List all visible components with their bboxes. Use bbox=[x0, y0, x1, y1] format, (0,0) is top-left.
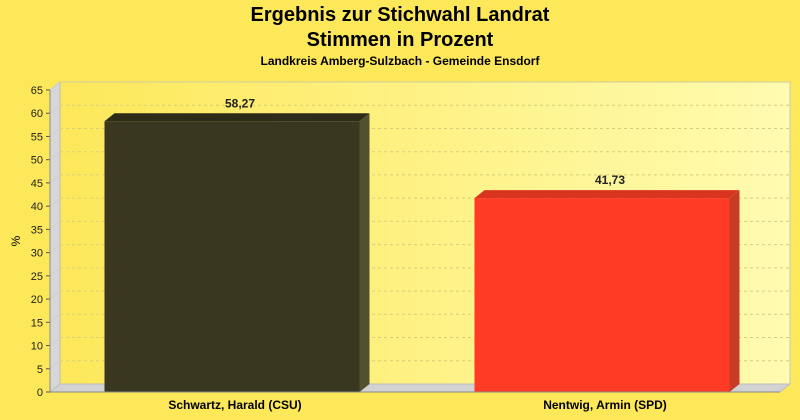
y-axis: 0 5 10 15 20 25 30 35 40 45 50 55 60 65% bbox=[9, 85, 51, 399]
y-tick-label: 15 bbox=[31, 317, 43, 329]
y-tick-label: 45 bbox=[31, 178, 43, 190]
gridline-side bbox=[49, 337, 61, 346]
y-tick-label: 50 bbox=[31, 155, 43, 167]
x-tick-label: Schwartz, Harald (CSU) bbox=[168, 398, 301, 412]
bar-side bbox=[359, 113, 370, 392]
x-tick-label: Nentwig, Armin (SPD) bbox=[543, 398, 667, 412]
bar-front bbox=[474, 198, 730, 392]
y-tick-label: 55 bbox=[31, 131, 43, 143]
plot-side-wall bbox=[49, 80, 61, 394]
y-tick-label: 10 bbox=[31, 341, 43, 353]
y-tick-label: 0 bbox=[37, 387, 43, 399]
y-tick-label: 60 bbox=[31, 108, 43, 120]
gridline-side bbox=[49, 267, 61, 277]
y-tick-label: 20 bbox=[31, 294, 43, 306]
gridline-side bbox=[49, 313, 61, 323]
gridline-side bbox=[49, 151, 61, 161]
y-tick-label: 40 bbox=[31, 201, 43, 213]
bar-value-label: 41,73 bbox=[595, 173, 625, 187]
y-tick-label: 30 bbox=[31, 248, 43, 260]
gridline-side bbox=[49, 220, 61, 230]
gridline-side bbox=[49, 81, 61, 91]
gridline-side bbox=[49, 360, 61, 370]
bar-front bbox=[104, 121, 360, 392]
y-tick-label: 35 bbox=[31, 224, 43, 236]
bars: 58,27 41,73 bbox=[104, 96, 740, 392]
gridline-side bbox=[49, 104, 61, 114]
chart-subtitle: Stimmen in Prozent bbox=[306, 29, 494, 51]
bar-top bbox=[474, 190, 740, 199]
y-axis-label: % bbox=[9, 235, 23, 246]
gridline-side bbox=[49, 244, 61, 254]
gridline-side bbox=[49, 290, 61, 300]
bar-value-label: 58,27 bbox=[225, 96, 255, 110]
y-tick-label: 65 bbox=[31, 85, 43, 97]
y-tick-label: 5 bbox=[37, 364, 43, 376]
gridline-side bbox=[49, 174, 61, 184]
gridline-side bbox=[49, 128, 61, 137]
gridline-side bbox=[49, 197, 61, 207]
bar-2: 41,73 bbox=[474, 173, 740, 392]
bar-side bbox=[729, 190, 740, 392]
x-axis: Schwartz, Harald (CSU) Nentwig, Armin (SP… bbox=[50, 391, 780, 412]
chart-caption: Landkreis Amberg-Sulzbach - Gemeinde Ens… bbox=[260, 54, 540, 68]
bar-1: 58,27 bbox=[104, 96, 370, 392]
bar-top bbox=[104, 113, 370, 122]
chart-title: Ergebnis zur Stichwahl Landrat bbox=[250, 4, 550, 26]
y-tick-label: 25 bbox=[31, 271, 43, 283]
